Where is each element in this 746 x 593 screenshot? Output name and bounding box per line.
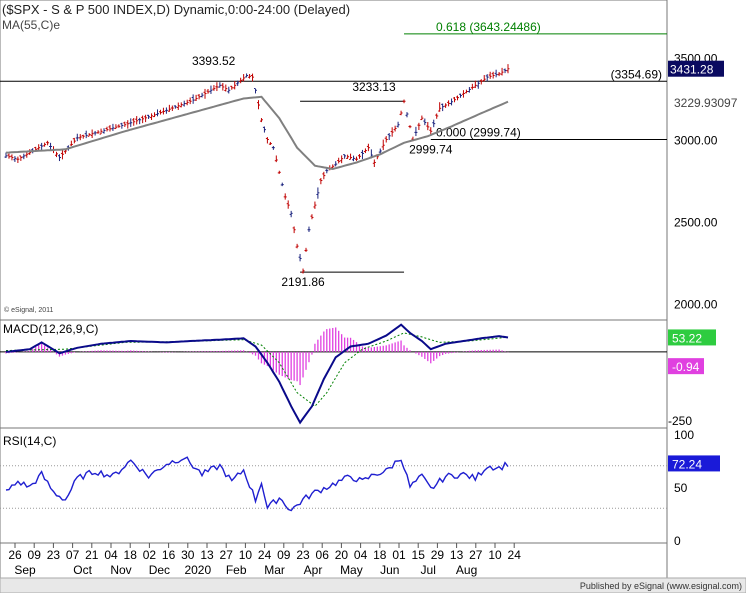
macd-title: MACD(12,26,9,C)	[3, 322, 98, 336]
x-axis-day-label: 24	[258, 548, 272, 562]
rsi-title: RSI(14,C)	[3, 434, 56, 448]
x-axis-panel	[0, 542, 668, 579]
x-axis-month-label: Apr	[304, 563, 323, 577]
price-y-tick-label: 2500.00	[674, 216, 718, 230]
price-annotation: 3233.13	[352, 80, 396, 94]
x-axis-day-label: 21	[85, 548, 99, 562]
x-axis-day-label: 29	[431, 548, 445, 562]
x-axis-day-label: 20	[335, 548, 349, 562]
footer-bar	[0, 577, 746, 593]
x-axis-day-label: 15	[412, 548, 426, 562]
x-axis-month-label: Feb	[226, 563, 247, 577]
x-axis-day-label: 06	[316, 548, 330, 562]
hist-value-tag	[668, 358, 704, 375]
ma-55-line	[5, 95, 509, 171]
x-axis-day-label: 26	[8, 548, 22, 562]
x-axis-day-label: 02	[143, 548, 157, 562]
rsi-value-tag	[668, 455, 720, 472]
x-axis-month-label: Nov	[110, 563, 131, 577]
macd-y-tick-label: -250	[668, 414, 692, 428]
x-axis-day-label: 04	[104, 548, 118, 562]
x-axis-month-label: Oct	[73, 563, 92, 577]
hist-value: -0.94	[672, 360, 700, 374]
price-annotation: 2191.86	[281, 275, 325, 289]
x-axis-month-label: 2020	[184, 563, 211, 577]
price-y-tick-label: 2000.00	[674, 298, 718, 312]
ma-value-label: 3229.93097	[674, 96, 738, 110]
x-axis-day-label: 18	[373, 548, 387, 562]
x-axis-month-label: May	[340, 563, 363, 577]
macd-signal-line	[6, 332, 509, 407]
x-axis-day-label: 18	[124, 548, 138, 562]
rsi-y-tick-label: 50	[674, 481, 688, 495]
price-annotation: 2999.74	[409, 143, 453, 157]
rsi-y-tick-label: 100	[674, 428, 694, 442]
ma-label: MA(55,C)e	[2, 18, 61, 32]
rsi-value: 72.24	[672, 457, 702, 471]
level-label: 0.000 (2999.74)	[436, 126, 521, 140]
x-axis-day-label: 09	[277, 548, 291, 562]
macd-line	[5, 323, 509, 425]
price-panel	[0, 0, 668, 321]
level-label: (3354.69)	[611, 67, 662, 81]
price-y-tick-label: 3000.00	[674, 133, 718, 147]
x-axis-day-label: 07	[66, 548, 80, 562]
x-axis-day-label: 13	[450, 548, 464, 562]
x-axis-day-label: 01	[392, 548, 406, 562]
watermark: © eSignal, 2011	[4, 306, 54, 314]
x-axis-month-label: Dec	[149, 563, 170, 577]
x-axis-day-label: 27	[220, 548, 234, 562]
x-axis-month-label: Jul	[421, 563, 436, 577]
price-annotation: 3393.52	[192, 54, 236, 68]
x-axis-day-label: 23	[47, 548, 61, 562]
rsi-line	[5, 456, 509, 512]
rsi-panel	[0, 427, 668, 544]
x-axis-month-label: Sep	[14, 563, 36, 577]
x-axis-month-label: Mar	[264, 563, 285, 577]
x-axis-day-label: 30	[181, 548, 195, 562]
x-axis-day-label: 16	[162, 548, 176, 562]
macd-value: 53.22	[672, 331, 702, 345]
rsi-y-tick-label: 0	[674, 534, 681, 548]
last-price-tag	[668, 60, 724, 77]
macd-panel	[0, 319, 668, 429]
x-axis-day-label: 23	[296, 548, 310, 562]
chart-title: ($SPX - S & P 500 INDEX,D) Dynamic,0:00-…	[2, 2, 351, 17]
macd-value-tag	[668, 329, 716, 346]
x-axis-month-label: Jun	[380, 563, 399, 577]
x-axis-day-label: 13	[200, 548, 214, 562]
last-price-value: 3431.28	[670, 63, 714, 77]
x-axis-day-label: 04	[354, 548, 368, 562]
x-axis-day-label: 24	[508, 548, 522, 562]
x-axis-day-label: 27	[469, 548, 483, 562]
x-axis-day-label: 10	[239, 548, 253, 562]
x-axis-day-label: 09	[28, 548, 42, 562]
x-axis-day-label: 10	[488, 548, 502, 562]
footer-text: Published by eSignal (www.esignal.com)	[580, 581, 742, 591]
x-axis-month-label: Aug	[456, 563, 477, 577]
level-label: 0.618 (3643.24486)	[436, 20, 541, 34]
